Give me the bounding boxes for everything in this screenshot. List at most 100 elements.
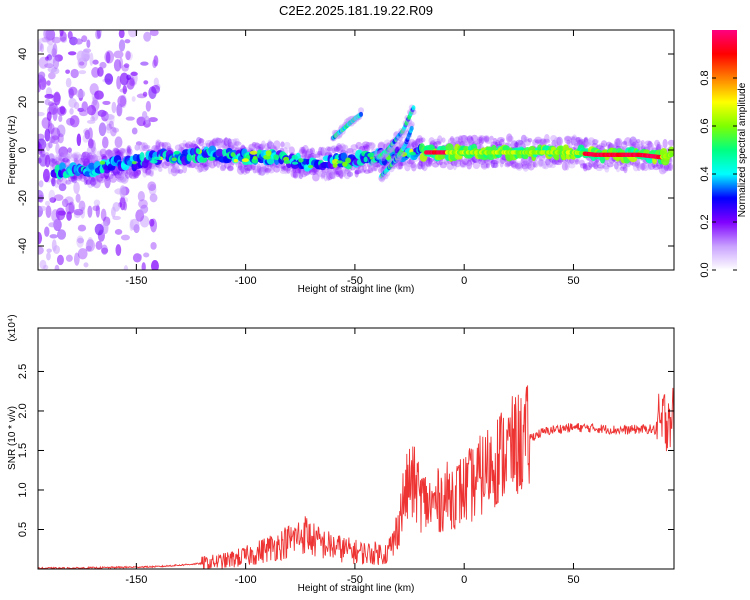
ridge-spot bbox=[342, 161, 348, 167]
ridge-halo bbox=[163, 141, 172, 151]
ridge-halo bbox=[342, 144, 349, 150]
ridge-halo bbox=[116, 149, 124, 157]
spectrogram-x-axis-label: Height of straight line (km) bbox=[298, 284, 415, 295]
ridge-halo bbox=[623, 163, 628, 174]
noise-speckle bbox=[67, 147, 72, 153]
ridge-halo bbox=[533, 159, 539, 168]
noise-speckle bbox=[102, 221, 109, 235]
noise-speckle bbox=[81, 35, 88, 43]
ridge-spot bbox=[131, 161, 137, 165]
ridge-halo bbox=[194, 162, 199, 170]
ridge-halo bbox=[283, 141, 291, 149]
ridge-halo bbox=[278, 162, 286, 169]
ridge-spot bbox=[409, 151, 416, 156]
ridge-halo bbox=[507, 135, 514, 142]
noise-speckle bbox=[97, 30, 103, 35]
ridge-halo bbox=[350, 144, 359, 150]
ridge-halo bbox=[514, 163, 522, 170]
noise-speckle bbox=[42, 168, 50, 183]
branch-halo bbox=[390, 143, 397, 150]
ridge-halo bbox=[458, 140, 465, 146]
noise-speckle bbox=[69, 115, 80, 128]
noise-speckle bbox=[134, 144, 140, 151]
ridge-halo bbox=[155, 140, 160, 150]
ridge-halo bbox=[260, 166, 268, 173]
noise-speckle bbox=[38, 245, 44, 255]
ridge-halo bbox=[549, 164, 556, 169]
ridge-halo bbox=[555, 159, 563, 165]
ridge-halo bbox=[575, 158, 580, 165]
ridge-halo bbox=[322, 150, 327, 156]
noise-speckle bbox=[136, 254, 142, 259]
ridge-spot bbox=[171, 157, 177, 162]
ridge-halo bbox=[318, 146, 323, 156]
ridge-halo bbox=[543, 138, 551, 144]
ridge-halo bbox=[517, 140, 524, 146]
ridge-spot bbox=[273, 154, 280, 161]
ridge-halo bbox=[197, 162, 205, 173]
ridge-halo bbox=[273, 165, 281, 173]
noise-speckle bbox=[118, 39, 126, 52]
ridge-halo bbox=[613, 141, 619, 150]
ridge-halo bbox=[280, 141, 285, 148]
ridge-halo bbox=[256, 163, 262, 173]
ridge-halo bbox=[326, 169, 334, 178]
ridge-halo bbox=[60, 154, 68, 162]
ridge-halo bbox=[219, 164, 227, 172]
ridge-halo bbox=[584, 162, 593, 171]
noise-speckle bbox=[48, 141, 53, 149]
ridge-halo bbox=[591, 139, 600, 144]
noise-speckle bbox=[112, 127, 120, 133]
ridge-halo bbox=[281, 165, 289, 171]
ridge-halo bbox=[161, 143, 166, 149]
ridge-halo bbox=[171, 167, 178, 173]
noise-speckle bbox=[56, 124, 66, 138]
ridge-halo bbox=[247, 163, 252, 171]
ridge-halo bbox=[318, 152, 323, 163]
ridge-halo bbox=[522, 161, 530, 172]
ridge-halo bbox=[354, 169, 359, 178]
branch-halo bbox=[394, 138, 401, 145]
ridge-halo bbox=[520, 134, 527, 143]
ridge-halo bbox=[54, 179, 59, 188]
ridge-halo bbox=[232, 138, 238, 147]
noise-speckle bbox=[119, 185, 127, 198]
ridge-halo bbox=[362, 144, 370, 149]
ridge-halo bbox=[540, 138, 546, 145]
noise-speckle bbox=[57, 229, 67, 240]
ridge-halo bbox=[290, 169, 297, 178]
ridge-spot bbox=[367, 152, 375, 158]
colorbar-ticks: 0.0 0.2 0.4 0.6 0.8 bbox=[699, 70, 737, 278]
snr-series-line bbox=[38, 385, 674, 569]
ridge-halo bbox=[260, 140, 266, 149]
noise-speckle bbox=[51, 36, 62, 44]
ridge-halo bbox=[562, 159, 570, 164]
noise-speckle bbox=[44, 98, 51, 106]
noise-speckle bbox=[114, 228, 123, 235]
ridge-halo bbox=[417, 161, 424, 170]
ridge-halo bbox=[466, 159, 473, 170]
ridge-halo bbox=[539, 138, 547, 143]
ridge-halo bbox=[306, 150, 313, 157]
ridge-halo bbox=[465, 136, 473, 141]
ridge-spot bbox=[153, 156, 162, 161]
noise-speckle bbox=[38, 111, 45, 117]
ridge-halo bbox=[111, 149, 120, 155]
noise-speckle bbox=[123, 63, 130, 69]
ridge-spot bbox=[230, 152, 236, 157]
ridge-halo bbox=[109, 174, 118, 183]
ridge-halo bbox=[648, 144, 654, 150]
ridge-halo bbox=[87, 154, 95, 164]
ridge-halo bbox=[583, 136, 589, 143]
noise-speckle bbox=[108, 120, 114, 130]
ridge-halo bbox=[514, 142, 519, 147]
spectrogram-y-axis-label: Frequency (Hz) bbox=[7, 116, 18, 185]
noise-speckle bbox=[78, 61, 85, 66]
noise-speckle bbox=[48, 155, 56, 167]
ridge-halo bbox=[668, 162, 673, 172]
noise-speckle bbox=[129, 219, 134, 232]
noise-speckle bbox=[54, 264, 60, 270]
noise-speckle bbox=[121, 64, 129, 72]
ridge-spot bbox=[195, 147, 200, 154]
noise-speckle bbox=[48, 136, 56, 144]
